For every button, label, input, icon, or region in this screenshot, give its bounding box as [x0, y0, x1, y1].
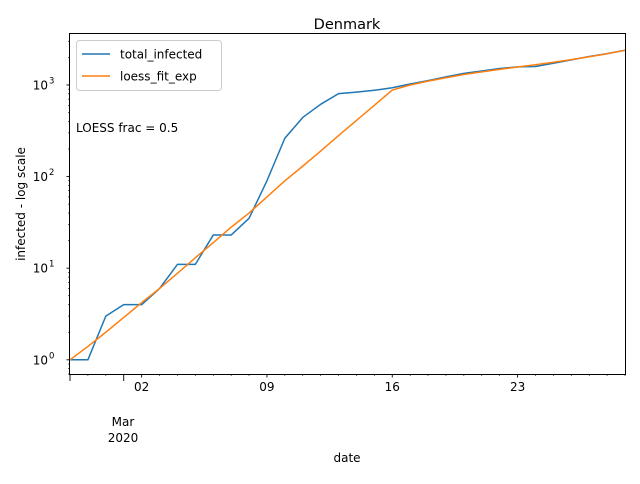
y-axis-label: infected - log scale: [14, 147, 28, 261]
x-month-label: Mar: [112, 415, 135, 429]
x-tick-label: 02: [134, 380, 149, 394]
series-line-loess-fit-exp: [69, 49, 626, 361]
y-tick-label-exponent: 1: [49, 260, 54, 270]
x-axis-label: date: [333, 451, 360, 465]
x-tick-label: 23: [510, 380, 525, 394]
loess-annotation: LOESS frac = 0.5: [76, 121, 178, 135]
x-tick-label: 16: [385, 380, 400, 394]
legend-label-total-infected: total_infected: [120, 48, 202, 62]
legend: total_infected loess_fit_exp: [76, 40, 222, 91]
y-tick-label: 10: [33, 262, 48, 276]
y-tick-label: 10: [33, 353, 48, 367]
x-axis: 02 09 16 23: [69, 374, 626, 394]
y-tick-label: 10: [33, 170, 48, 184]
series-line-total-infected: [70, 49, 626, 361]
y-tick-label-exponent: 3: [49, 76, 54, 86]
plot-area: [69, 49, 626, 361]
legend-box: [76, 40, 222, 91]
x-year-label: 2020: [108, 431, 139, 445]
chart-title: Denmark: [314, 17, 381, 33]
x-tick-label: 09: [259, 380, 274, 394]
y-tick-label-exponent: 2: [49, 168, 54, 178]
y-tick-label: 10: [33, 78, 48, 92]
y-tick-label-exponent: 0: [49, 351, 54, 361]
legend-label-loess-fit-exp: loess_fit_exp: [120, 70, 197, 84]
